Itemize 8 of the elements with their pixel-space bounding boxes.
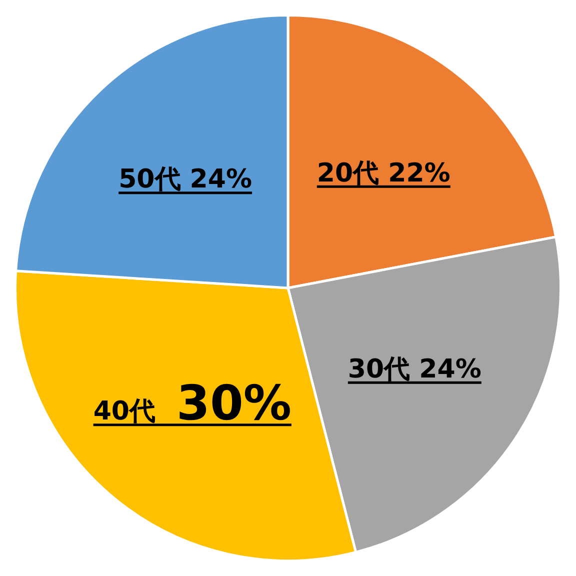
slice-label: 50代: [118, 164, 190, 195]
data-label: 24%: [419, 354, 482, 384]
slice-label: 20代: [316, 158, 388, 188]
data-label: 30%: [176, 376, 292, 432]
slice-label: 30代: [348, 354, 420, 384]
data-label: 24%: [190, 164, 252, 195]
slice-label: 40代: [93, 396, 165, 427]
data-label: 22%: [388, 158, 450, 188]
